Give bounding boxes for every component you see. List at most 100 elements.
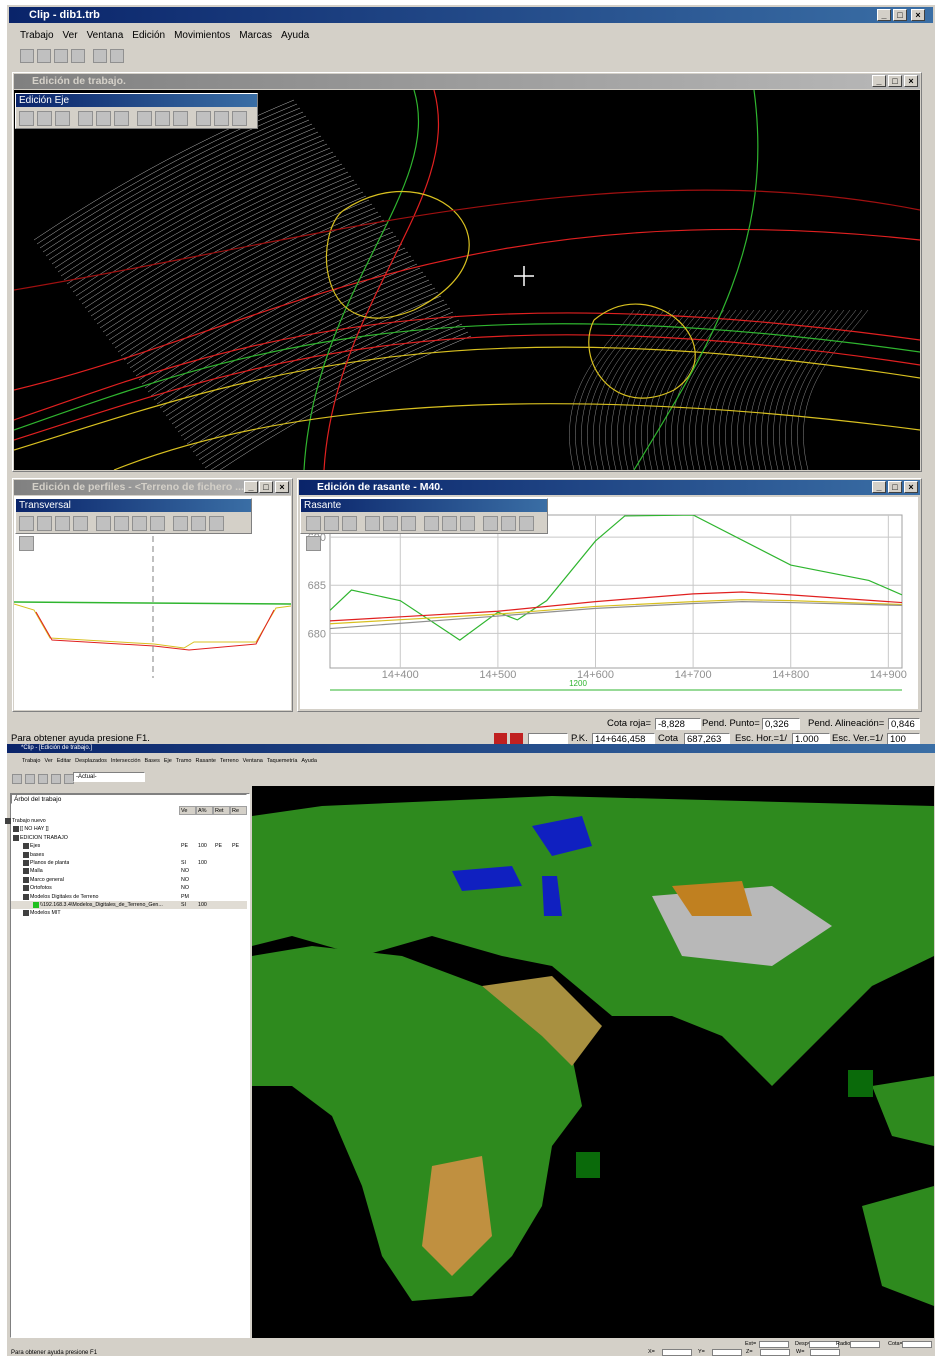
tool-button[interactable]	[93, 49, 107, 63]
tool-button[interactable]	[365, 516, 380, 531]
tool-button[interactable]	[209, 516, 224, 531]
combo-box[interactable]: -Actual-	[73, 772, 145, 782]
tool-button[interactable]	[19, 536, 34, 551]
tool-button[interactable]	[51, 774, 61, 784]
column-header: A%	[196, 806, 213, 815]
menu-item[interactable]: Terreno	[219, 758, 239, 764]
road-line	[14, 189, 920, 291]
contour-line	[90, 175, 352, 317]
close-button[interactable]: ×	[275, 481, 289, 493]
tool-button[interactable]	[191, 516, 206, 531]
tool-button[interactable]	[96, 516, 111, 531]
menu-item[interactable]: Desplazados	[75, 758, 107, 764]
tool-button[interactable]	[110, 49, 124, 63]
menu-item[interactable]: Rasante	[195, 758, 216, 764]
tool-button[interactable]	[173, 111, 188, 126]
tool-button[interactable]	[19, 111, 34, 126]
tool-button[interactable]	[37, 49, 51, 63]
menu-item[interactable]: Movimientos	[174, 30, 231, 41]
close-button[interactable]: ×	[911, 9, 925, 21]
menu-item[interactable]: Ventana	[86, 30, 124, 41]
cad-canvas	[14, 90, 920, 470]
tool-button[interactable]	[78, 111, 93, 126]
menu-item[interactable]: Trabajo	[22, 758, 41, 764]
contour-line	[701, 309, 767, 470]
tool-button[interactable]	[306, 536, 321, 551]
tool-button[interactable]	[460, 516, 475, 531]
tool-button[interactable]	[155, 111, 170, 126]
menu-item[interactable]: Ver	[62, 30, 78, 41]
maximize-button[interactable]: □	[893, 9, 907, 21]
menu-item[interactable]: Editar	[56, 758, 72, 764]
minimize-button[interactable]: _	[877, 9, 891, 21]
tool-button[interactable]	[401, 516, 416, 531]
tool-button[interactable]	[25, 774, 35, 784]
status-box	[662, 1349, 692, 1356]
menu-item[interactable]: Ayuda	[281, 30, 310, 41]
minimize-button[interactable]: _	[872, 75, 886, 87]
contour-line	[117, 211, 379, 353]
tool-button[interactable]	[137, 111, 152, 126]
tool-button[interactable]	[442, 516, 457, 531]
tool-button[interactable]	[132, 516, 147, 531]
menu-item[interactable]: Intersección	[110, 758, 141, 764]
tool-button[interactable]	[324, 516, 339, 531]
tool-button[interactable]	[114, 111, 129, 126]
tool-button[interactable]	[96, 111, 111, 126]
data-line	[330, 601, 902, 630]
status-icon	[494, 733, 507, 744]
menu-item[interactable]: Marcas	[239, 30, 273, 41]
close-button[interactable]: ×	[904, 75, 918, 87]
tool-button[interactable]	[232, 111, 247, 126]
tree-icon	[23, 860, 29, 866]
tool-button[interactable]	[55, 516, 70, 531]
menu-item[interactable]: Bases	[144, 758, 160, 764]
status-value: 0,326	[762, 718, 800, 730]
tool-button[interactable]	[196, 111, 211, 126]
tool-button[interactable]	[37, 516, 52, 531]
close-button[interactable]: ×	[904, 481, 918, 493]
menu-item[interactable]: Edición	[132, 30, 166, 41]
tool-button[interactable]	[483, 516, 498, 531]
tool-button[interactable]	[501, 516, 516, 531]
tool-button[interactable]	[424, 516, 439, 531]
tool-button[interactable]	[20, 49, 34, 63]
minimize-button[interactable]: _	[244, 481, 258, 493]
maximize-button[interactable]: □	[888, 75, 902, 87]
menu-item[interactable]: Taquemetría	[266, 758, 298, 764]
tool-button[interactable]	[306, 516, 321, 531]
maximize-button[interactable]: □	[888, 481, 902, 493]
tree-icon	[23, 885, 29, 892]
tree-cell: PE	[232, 843, 240, 850]
column-header: Re	[230, 806, 247, 815]
tool-button[interactable]	[150, 516, 165, 531]
minimize-button[interactable]: _	[872, 481, 886, 493]
tool-button[interactable]	[342, 516, 357, 531]
menu-item[interactable]: Tramo	[175, 758, 192, 764]
tool-button[interactable]	[38, 774, 48, 784]
tool-button[interactable]	[214, 111, 229, 126]
tree-cell: SI	[181, 860, 187, 866]
contour-line	[108, 199, 370, 341]
tool-button[interactable]	[54, 49, 68, 63]
tool-button[interactable]	[383, 516, 398, 531]
tool-button[interactable]	[71, 49, 85, 63]
x-tick-label: 14+600	[577, 669, 614, 681]
menu-item[interactable]: Ver	[44, 758, 53, 764]
contour-line	[605, 309, 671, 470]
tool-button[interactable]	[173, 516, 188, 531]
maximize-button[interactable]: □	[259, 481, 273, 493]
tool-button[interactable]	[55, 111, 70, 126]
menu-item[interactable]: Trabajo	[20, 30, 54, 41]
tool-button[interactable]	[37, 111, 52, 126]
tool-button[interactable]	[12, 774, 22, 784]
tool-button[interactable]	[519, 516, 534, 531]
menu-item[interactable]: Ayuda	[301, 758, 317, 764]
tool-button[interactable]	[114, 516, 129, 531]
contour-line	[653, 309, 719, 470]
tool-button[interactable]	[19, 516, 34, 531]
tool-button[interactable]	[73, 516, 88, 531]
tree-icon	[13, 834, 19, 841]
menu-item[interactable]: Ventana	[242, 758, 263, 764]
menu-item[interactable]: Eje	[163, 758, 172, 764]
